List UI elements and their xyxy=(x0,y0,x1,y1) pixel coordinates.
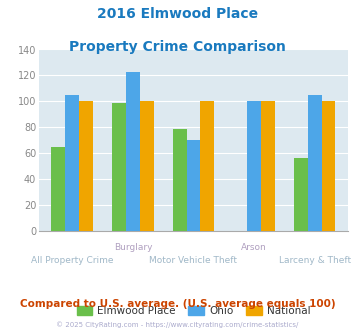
Text: Larceny & Theft: Larceny & Theft xyxy=(279,256,351,265)
Bar xyxy=(51,147,65,231)
Bar xyxy=(294,158,308,231)
Text: © 2025 CityRating.com - https://www.cityrating.com/crime-statistics/: © 2025 CityRating.com - https://www.city… xyxy=(56,322,299,328)
Bar xyxy=(173,129,186,231)
Bar xyxy=(112,103,126,231)
Text: Compared to U.S. average. (U.S. average equals 100): Compared to U.S. average. (U.S. average … xyxy=(20,299,335,309)
Bar xyxy=(186,140,201,231)
Text: Property Crime Comparison: Property Crime Comparison xyxy=(69,40,286,53)
Bar xyxy=(126,72,140,231)
Bar xyxy=(308,95,322,231)
Bar xyxy=(201,101,214,231)
Bar xyxy=(65,95,79,231)
Bar xyxy=(140,101,154,231)
Text: 2016 Elmwood Place: 2016 Elmwood Place xyxy=(97,7,258,20)
Text: Motor Vehicle Theft: Motor Vehicle Theft xyxy=(149,256,237,265)
Text: Burglary: Burglary xyxy=(114,243,152,251)
Legend: Elmwood Place, Ohio, National: Elmwood Place, Ohio, National xyxy=(72,302,315,320)
Bar xyxy=(322,101,335,231)
Bar xyxy=(247,101,261,231)
Bar xyxy=(79,101,93,231)
Bar xyxy=(261,101,275,231)
Text: Arson: Arson xyxy=(241,243,267,251)
Text: All Property Crime: All Property Crime xyxy=(31,256,114,265)
